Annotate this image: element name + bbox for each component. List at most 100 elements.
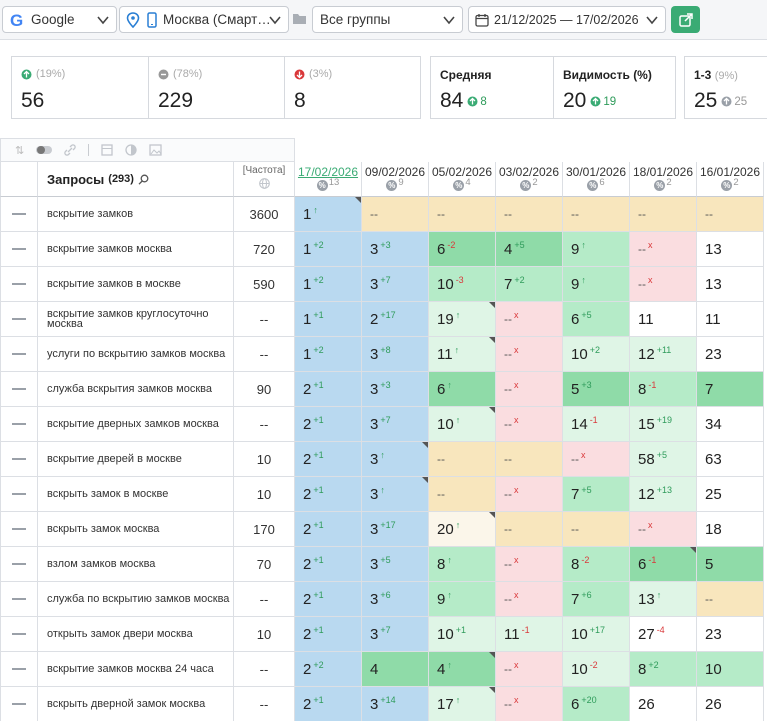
query-text[interactable]: вскрытие замков в москве bbox=[38, 267, 234, 302]
position-cell[interactable]: 3 ↑ bbox=[362, 442, 429, 477]
export-button[interactable] bbox=[671, 6, 700, 33]
position-cell[interactable]: -- bbox=[429, 442, 496, 477]
search-engine-select[interactable]: G Google bbox=[2, 6, 117, 33]
position-cell[interactable]: 26 bbox=[630, 687, 697, 721]
stat-card-mid[interactable]: (78%) 229 bbox=[148, 56, 285, 119]
position-cell[interactable]: -- bbox=[697, 582, 764, 617]
date-column-header[interactable]: 03/02/2026% 2 bbox=[496, 162, 563, 197]
position-cell[interactable]: 13 ↑ bbox=[630, 582, 697, 617]
position-cell[interactable]: 3 +6 bbox=[362, 582, 429, 617]
date-range-select[interactable]: 21/12/2025 — 17/02/2026 bbox=[468, 6, 666, 33]
position-cell[interactable]: 10 +2 bbox=[563, 337, 630, 372]
position-cell[interactable]: 9 ↑ bbox=[563, 267, 630, 302]
position-cell[interactable]: 11 bbox=[630, 302, 697, 337]
position-cell[interactable]: 23 bbox=[697, 337, 764, 372]
query-text[interactable]: служба по вскрытию замков москва bbox=[38, 582, 234, 617]
position-cell[interactable]: 3 +5 bbox=[362, 547, 429, 582]
position-cell[interactable]: 4 +5 bbox=[496, 232, 563, 267]
table-row[interactable]: вскрытие дверных замков москва -- 2 +1 3 +7 10… bbox=[0, 407, 767, 442]
position-cell[interactable]: 2 +1 bbox=[295, 372, 362, 407]
stat-card-top[interactable]: (19%) 56 bbox=[11, 56, 149, 119]
position-cell[interactable]: -- x bbox=[496, 407, 563, 442]
position-cell[interactable]: 10 +1 bbox=[429, 617, 496, 652]
position-cell[interactable]: 11 bbox=[697, 302, 764, 337]
row-menu-handle[interactable] bbox=[0, 302, 38, 337]
table-row[interactable]: услуги по вскрытию замков москва -- 1 +2 3 +8… bbox=[0, 337, 767, 372]
row-menu-handle[interactable] bbox=[0, 407, 38, 442]
position-cell[interactable]: 26 bbox=[697, 687, 764, 721]
position-cell[interactable]: -- x bbox=[630, 232, 697, 267]
position-cell[interactable]: 18 bbox=[697, 512, 764, 547]
position-cell[interactable]: 2 +1 bbox=[295, 547, 362, 582]
position-cell[interactable]: 13 bbox=[697, 232, 764, 267]
row-menu-handle[interactable] bbox=[0, 267, 38, 302]
position-cell[interactable]: 10 ↑ bbox=[429, 407, 496, 442]
position-cell[interactable]: 8 +2 bbox=[630, 652, 697, 687]
position-cell[interactable]: -- x bbox=[496, 652, 563, 687]
position-cell[interactable]: 3 +3 bbox=[362, 372, 429, 407]
position-cell[interactable]: 9 ↑ bbox=[563, 232, 630, 267]
stat-card-visibility[interactable]: Видимость (%) 20 19 bbox=[553, 56, 676, 119]
position-cell[interactable]: 1 ↑ bbox=[295, 197, 362, 232]
query-text[interactable]: взлом замков москва bbox=[38, 547, 234, 582]
position-cell[interactable]: 23 bbox=[697, 617, 764, 652]
position-cell[interactable]: 4 ↑ bbox=[429, 652, 496, 687]
position-cell[interactable]: 8 -1 bbox=[630, 372, 697, 407]
date-column-header[interactable]: 05/02/2026% 4 bbox=[429, 162, 496, 197]
position-cell[interactable]: 6 -1 bbox=[630, 547, 697, 582]
position-cell[interactable]: -- bbox=[630, 197, 697, 232]
position-cell[interactable]: 3 +14 bbox=[362, 687, 429, 721]
date-column-header[interactable]: 09/02/2026% 9 bbox=[362, 162, 429, 197]
row-menu-handle[interactable] bbox=[0, 372, 38, 407]
position-cell[interactable]: -- x bbox=[630, 267, 697, 302]
query-text[interactable]: вскрыть дверной замок москва bbox=[38, 687, 234, 721]
position-cell[interactable]: -- bbox=[563, 197, 630, 232]
position-cell[interactable]: -- x bbox=[496, 582, 563, 617]
query-text[interactable]: служба вскрытия замков москва bbox=[38, 372, 234, 407]
position-cell[interactable]: 25 bbox=[697, 477, 764, 512]
position-cell[interactable]: 3 +7 bbox=[362, 617, 429, 652]
position-cell[interactable]: 8 ↑ bbox=[429, 547, 496, 582]
position-cell[interactable]: 4 bbox=[362, 652, 429, 687]
position-cell[interactable]: 7 +6 bbox=[563, 582, 630, 617]
row-menu-handle[interactable] bbox=[0, 512, 38, 547]
position-cell[interactable]: 10 -3 bbox=[429, 267, 496, 302]
position-cell[interactable]: 6 -2 bbox=[429, 232, 496, 267]
position-cell[interactable]: 13 bbox=[697, 267, 764, 302]
position-cell[interactable]: 2 +1 bbox=[295, 442, 362, 477]
date-column-header[interactable]: 30/01/2026% 6 bbox=[563, 162, 630, 197]
position-cell[interactable]: 3 +7 bbox=[362, 267, 429, 302]
position-cell[interactable]: 2 +1 bbox=[295, 687, 362, 721]
sort-icon[interactable]: ⇅ bbox=[15, 144, 25, 157]
region-select[interactable]: Москва (Смарт… bbox=[119, 6, 289, 33]
position-cell[interactable]: -- bbox=[697, 197, 764, 232]
table-row[interactable]: вскрытие замков 3600 1 ↑ -- -- -- -- -- -- bbox=[0, 197, 767, 232]
position-cell[interactable]: 9 ↑ bbox=[429, 582, 496, 617]
position-cell[interactable]: 3 +7 bbox=[362, 407, 429, 442]
position-cell[interactable]: -- bbox=[563, 512, 630, 547]
stat-card-top3[interactable]: 1-3 (9%) 25 25 bbox=[684, 56, 767, 119]
position-cell[interactable]: 3 +8 bbox=[362, 337, 429, 372]
position-cell[interactable]: -- x bbox=[496, 302, 563, 337]
row-menu-handle[interactable] bbox=[0, 442, 38, 477]
date-column-header[interactable]: 16/01/2026% 2 bbox=[697, 162, 764, 197]
position-cell[interactable]: 10 bbox=[697, 652, 764, 687]
query-text[interactable]: вскрыть замок в москве bbox=[38, 477, 234, 512]
table-row[interactable]: вскрытие замков москва 24 часа -- 2 +2 4 4 ↑ --… bbox=[0, 652, 767, 687]
search-icon[interactable] bbox=[138, 174, 149, 185]
position-cell[interactable]: 7 +2 bbox=[496, 267, 563, 302]
table-row[interactable]: взлом замков москва 70 2 +1 3 +5 8 ↑ -- x 8 -2 6 -1 5 bbox=[0, 547, 767, 582]
position-cell[interactable]: 27 -4 bbox=[630, 617, 697, 652]
query-text[interactable]: вскрытие замков москва 24 часа bbox=[38, 652, 234, 687]
position-cell[interactable]: 1 +2 bbox=[295, 267, 362, 302]
row-menu-handle[interactable] bbox=[0, 337, 38, 372]
table-row[interactable]: вскрытие замков круглосуточно москва -- 1 +… bbox=[0, 302, 767, 337]
position-cell[interactable]: -- bbox=[429, 477, 496, 512]
date-column-header[interactable]: 17/02/2026% 13 bbox=[295, 162, 362, 197]
position-cell[interactable]: -- x bbox=[496, 547, 563, 582]
query-text[interactable]: вскрытие замков bbox=[38, 197, 234, 232]
table-row[interactable]: вскрыть дверной замок москва -- 2 +1 3 +14 17 ↑… bbox=[0, 687, 767, 721]
position-cell[interactable]: 5 bbox=[697, 547, 764, 582]
position-cell[interactable]: 12 +11 bbox=[630, 337, 697, 372]
position-cell[interactable]: 19 ↑ bbox=[429, 302, 496, 337]
